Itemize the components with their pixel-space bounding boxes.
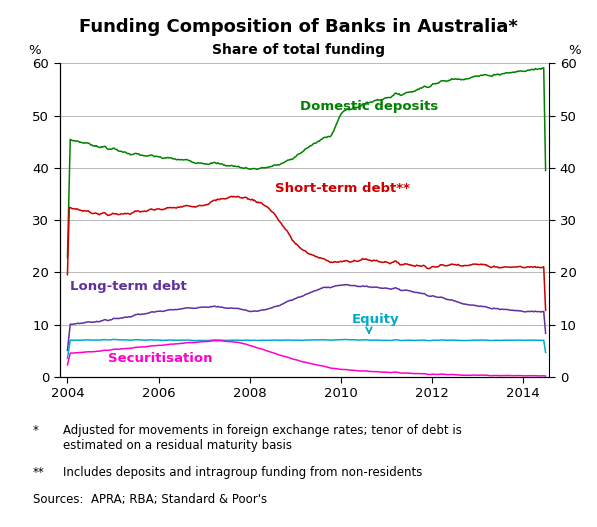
Text: Securitisation: Securitisation: [109, 353, 213, 365]
Text: Short-term debt**: Short-term debt**: [275, 182, 410, 195]
Text: Long-term debt: Long-term debt: [70, 280, 186, 293]
Text: %: %: [568, 44, 581, 57]
Text: Domestic deposits: Domestic deposits: [300, 100, 438, 113]
Text: Includes deposits and intragroup funding from non-residents: Includes deposits and intragroup funding…: [63, 466, 422, 480]
Text: Funding Composition of Banks in Australia*: Funding Composition of Banks in Australi…: [79, 18, 518, 36]
Text: *: *: [33, 424, 39, 437]
Text: %: %: [28, 44, 41, 57]
Text: Equity: Equity: [352, 313, 399, 326]
Text: **: **: [33, 466, 45, 480]
Text: Share of total funding: Share of total funding: [212, 43, 385, 57]
Text: Sources:  APRA; RBA; Standard & Poor's: Sources: APRA; RBA; Standard & Poor's: [33, 493, 267, 506]
Text: Adjusted for movements in foreign exchange rates; tenor of debt is
estimated on : Adjusted for movements in foreign exchan…: [63, 424, 461, 452]
